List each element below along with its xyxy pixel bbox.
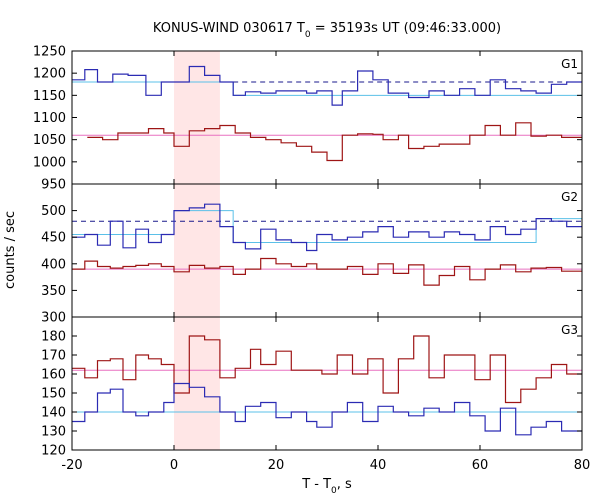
series-low-energy-step	[72, 382, 582, 436]
panel-frame	[71, 183, 583, 318]
y-tick-label: 1050	[33, 133, 66, 148]
panel-label: G1	[561, 57, 578, 71]
series-high-energy-step	[87, 122, 582, 162]
y-tick-label: 450	[41, 231, 66, 246]
y-tick-label: 180	[41, 330, 66, 345]
y-tick-label: 1200	[33, 67, 66, 82]
trigger-highlight-region	[174, 51, 220, 450]
y-tick-label: 140	[41, 406, 66, 421]
x-tick-label: 0	[170, 458, 178, 473]
x-tick-label: 60	[472, 458, 489, 473]
y-tick-label: 160	[41, 368, 66, 383]
panel-frame	[71, 50, 583, 185]
panel-label: G3	[561, 323, 578, 337]
panel-label: G2	[561, 190, 578, 204]
series-low-energy-step	[72, 203, 582, 252]
y-tick-label: 120	[41, 444, 66, 459]
y-tick-label: 950	[41, 178, 66, 193]
chart-title: KONUS-WIND 030617 T0 = 35193s UT (09:46:…	[153, 21, 501, 40]
y-tick-label: 1150	[33, 89, 66, 104]
series-high-energy-step	[72, 335, 582, 404]
panel-g3: 120 130 140 150 160 170 180 G3	[41, 317, 583, 459]
y-tick-label: 150	[41, 387, 66, 402]
y-tick-label: 170	[41, 349, 66, 364]
y-tick-label: 1250	[33, 45, 66, 60]
y-tick-label: 1000	[33, 155, 66, 170]
y-tick-label: 350	[41, 284, 66, 299]
series-low-energy-step	[72, 65, 582, 106]
y-tick-label: 400	[41, 257, 66, 272]
panel-frame	[71, 316, 583, 451]
y-tick-label: 500	[41, 204, 66, 219]
panel-g2: 300 350 400 450 500 G2	[41, 184, 583, 326]
y-axis-label: counts / sec	[3, 211, 18, 289]
x-axis-label: T - T0, s	[301, 477, 352, 496]
y-tick-label: 130	[41, 425, 66, 440]
x-tick-label: 40	[370, 458, 387, 473]
y-tick-label: 1100	[33, 111, 66, 126]
y-tick-label: 300	[41, 311, 66, 326]
x-tick-label: -20	[61, 458, 82, 473]
panel-g1: 950 1000 1050 1100 1150 1200 1250 G1	[33, 45, 583, 193]
x-tick-label: 20	[268, 458, 285, 473]
x-tick-label: 80	[574, 458, 591, 473]
series-high-energy-step	[72, 257, 582, 286]
